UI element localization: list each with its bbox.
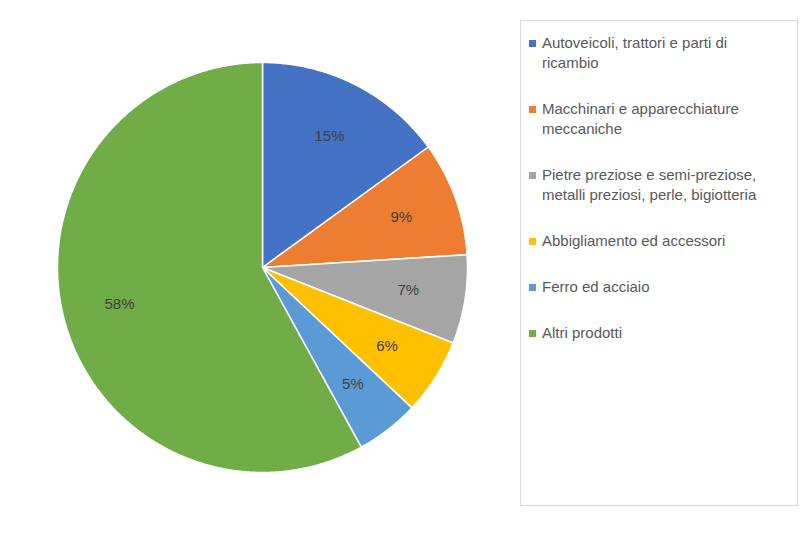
html-text:Macchinari e apparecchiature m: Macchinari e apparecchiature meccaniche [542,100,739,137]
html-text:Autoveicoli, trattori e parti: Autoveicoli, trattori e parti di ricambi… [542,34,728,71]
html-text:Altri prodotti: Altri prodotti [542,324,622,341]
html-text:Ferro ed acciaio: Ferro ed acciaio [542,278,650,295]
svg-text:9%: 9% [391,208,413,225]
svg-text:58%: 58% [105,295,135,312]
svg-text:7%: 7% [397,281,419,298]
html-text:Pietre preziose e semi-prezios: Pietre preziose e semi-preziose, metalli… [542,166,757,203]
svg-text:6%: 6% [376,337,398,354]
svg-text:15%: 15% [314,127,344,144]
html-text:Abbigliamento ed accessori: Abbigliamento ed accessori [542,232,726,249]
svg-text:5%: 5% [342,375,364,392]
